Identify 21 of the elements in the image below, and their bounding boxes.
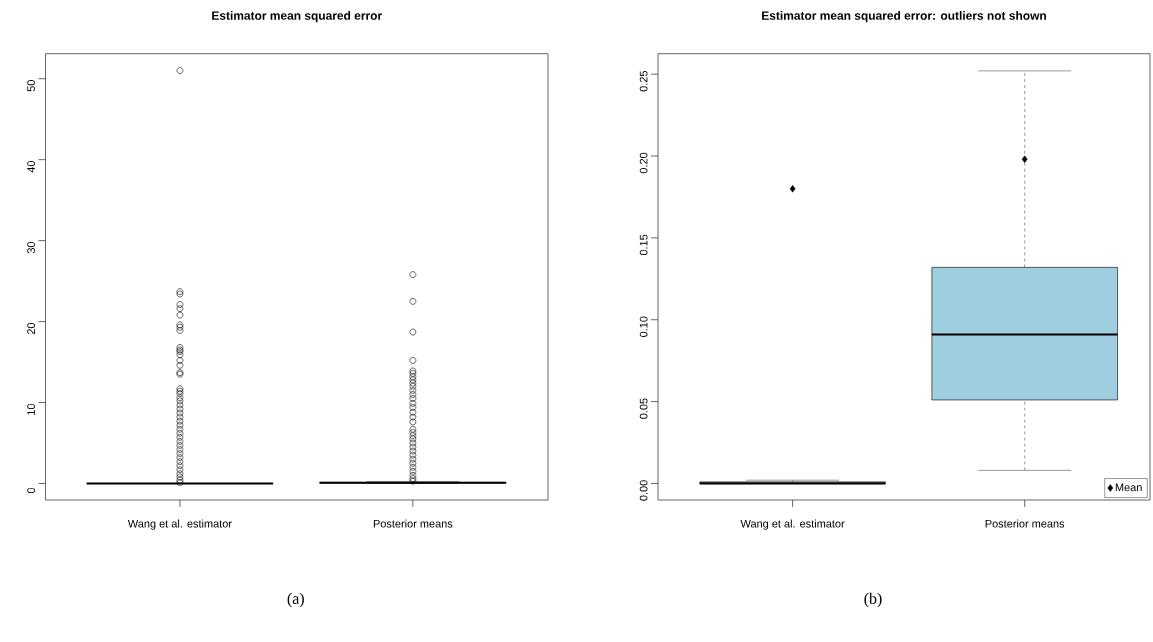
y-tick-label: 0.20 xyxy=(639,152,648,174)
x-tick-label: Posterior means xyxy=(373,519,453,528)
text: (b) xyxy=(864,592,882,608)
x-tick-label: Wang et al. estimator xyxy=(127,519,232,530)
x-tick-label: Wang et al. estimator xyxy=(740,519,845,530)
y-tick-label: 30 xyxy=(27,241,35,254)
y-tick-label: 0.10 xyxy=(639,316,648,337)
text: (a) xyxy=(287,592,304,608)
y-tick-label: 0.15 xyxy=(639,234,648,256)
chart-title: Estimator mean squared error xyxy=(212,11,382,23)
y-tick-label: 0.25 xyxy=(639,70,648,92)
y-tick-label: 0.00 xyxy=(639,480,648,501)
legend-label: Mean xyxy=(1115,483,1142,492)
chart-title: Estimator mean squared error: outliers not shown xyxy=(762,11,1046,23)
x-tick-label: Posterior means xyxy=(985,519,1065,528)
y-tick-label: 40 xyxy=(27,161,35,173)
y-tick-label: 20 xyxy=(27,322,35,335)
y-tick-label: 10 xyxy=(27,403,35,415)
y-tick-label: 50 xyxy=(27,80,35,92)
y-tick-label: 0.05 xyxy=(639,398,648,419)
y-tick-label: 0 xyxy=(27,487,35,494)
